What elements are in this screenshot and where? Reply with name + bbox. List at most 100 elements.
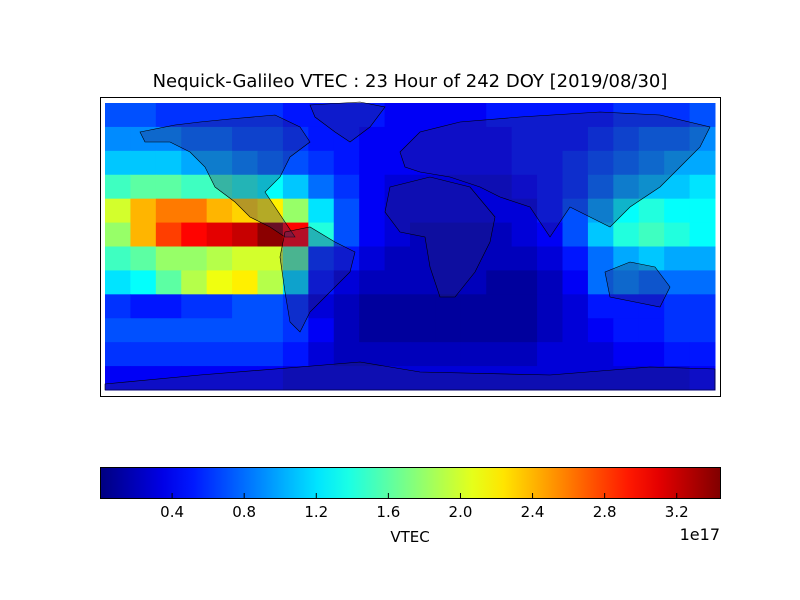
heatmap-cell [587, 294, 614, 319]
heatmap-cell [486, 174, 513, 200]
heatmap-cell [435, 270, 462, 295]
heatmap-cell [308, 270, 335, 295]
heatmap-cell [359, 294, 386, 319]
heatmap-cell [689, 342, 716, 367]
heatmap-cell [587, 270, 614, 295]
heatmap-cell [308, 246, 335, 271]
africa [384, 176, 496, 298]
heatmap-cell [664, 246, 691, 271]
heatmap-cell [664, 342, 691, 367]
colorbar-tick-label: 2.8 [592, 503, 617, 521]
heatmap-cell [384, 270, 411, 295]
heatmap-cell [282, 342, 309, 367]
heatmap-cell [257, 126, 284, 152]
heatmap-cell [689, 198, 716, 224]
heatmap-cell [511, 342, 538, 367]
heatmap-cell [130, 318, 157, 343]
heatmap-cell [257, 222, 284, 247]
north-america [139, 114, 311, 238]
heatmap-cell [282, 366, 309, 391]
antarctica [104, 361, 716, 391]
heatmap-cell [206, 366, 233, 391]
heatmap-cell [333, 366, 360, 391]
heatmap-cell [181, 270, 208, 295]
heatmap-cell [486, 126, 513, 152]
heatmap-cell [587, 198, 614, 224]
colorbar-tick-label: 2.4 [520, 503, 545, 521]
heatmap-cell [181, 198, 208, 224]
heatmap-cell [664, 222, 691, 247]
heatmap-cell [435, 294, 462, 319]
colorbar-tick-label: 1.2 [304, 503, 329, 521]
heatmap-cell [155, 150, 182, 176]
eurasia [399, 111, 711, 238]
heatmap-cell [435, 222, 462, 247]
heatmap-cell [638, 150, 665, 176]
heatmap-cell [537, 150, 563, 176]
heatmap-cell [587, 150, 614, 176]
colorbar-tick-label: 2.0 [448, 503, 473, 521]
heatmap-cell [257, 294, 284, 319]
heatmap-cell [435, 126, 462, 152]
heatmap-cell [105, 103, 131, 128]
heatmap-cell [282, 103, 309, 128]
heatmap-cell [410, 198, 436, 224]
continents [104, 101, 716, 391]
heatmap-cell [206, 150, 233, 176]
heatmap-cell [232, 318, 258, 343]
heatmap-cell [232, 174, 258, 200]
heatmap-cell [282, 174, 309, 200]
heatmap-cell [206, 318, 233, 343]
heatmap-cell [486, 103, 513, 128]
heatmap-cell [562, 342, 589, 367]
heatmap-cell [613, 366, 640, 391]
heatmap-cell [282, 270, 309, 295]
heatmap-cell [232, 366, 258, 391]
heatmap-cell [130, 294, 157, 319]
heatmap-cell [105, 318, 131, 343]
heatmap-cell [206, 126, 233, 152]
heatmap-cell [232, 342, 258, 367]
heatmap-cell [562, 174, 589, 200]
heatmap-cell [384, 222, 411, 247]
heatmap-cell [511, 294, 538, 319]
heatmap-cell [410, 103, 436, 128]
heatmap-cell [511, 270, 538, 295]
heatmap-cell [511, 103, 538, 128]
heatmap-cell [181, 103, 208, 128]
heatmap-cell [359, 366, 386, 391]
heatmap-cell [130, 103, 157, 128]
heatmap-cell [155, 246, 182, 271]
heatmap-cell [587, 246, 614, 271]
heatmap-cell [435, 150, 462, 176]
heatmap-cell [537, 198, 563, 224]
heatmap-cell [155, 103, 182, 128]
heatmap-cell [155, 270, 182, 295]
heatmap-cell [613, 222, 640, 247]
heatmap-cell [664, 126, 691, 152]
heatmap-cell [410, 294, 436, 319]
heatmap-cell [181, 222, 208, 247]
heatmap-cell [105, 174, 131, 200]
heatmap-cell [410, 318, 436, 343]
heatmap-cell [206, 342, 233, 367]
heatmap-cell [460, 246, 487, 271]
heatmap-cell [562, 222, 589, 247]
heatmap-cell [613, 270, 640, 295]
heatmap-cell [410, 270, 436, 295]
heatmap-cell [638, 126, 665, 152]
heatmap-cell [537, 342, 563, 367]
heatmap-cell [308, 198, 335, 224]
heatmap-cell [359, 318, 386, 343]
heatmap-cell [664, 294, 691, 319]
heatmap-cell [638, 246, 665, 271]
south-america [279, 226, 356, 333]
heatmap-cell [460, 318, 487, 343]
heatmap-cell [562, 126, 589, 152]
heatmap-cell [664, 150, 691, 176]
heatmap-cell [587, 103, 614, 128]
heatmap-cell [384, 366, 411, 391]
heatmap-cell [486, 246, 513, 271]
colorbar-tick-label: 3.2 [664, 503, 689, 521]
heatmap-cell [486, 318, 513, 343]
